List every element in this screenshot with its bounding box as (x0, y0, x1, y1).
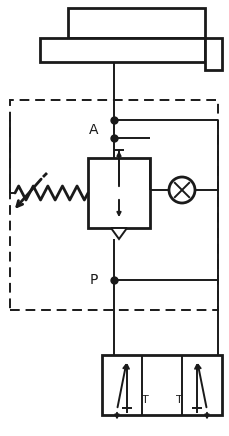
Polygon shape (111, 228, 127, 239)
Bar (10, 100, 218, 310)
Bar (205, 38, 222, 70)
Bar (102, 355, 222, 415)
Bar (40, 38, 205, 62)
Text: T: T (176, 395, 182, 405)
Text: T: T (142, 395, 148, 405)
Bar (88, 158, 150, 228)
Text: P: P (90, 273, 98, 287)
Text: A: A (89, 123, 99, 137)
Bar (68, 8, 205, 38)
